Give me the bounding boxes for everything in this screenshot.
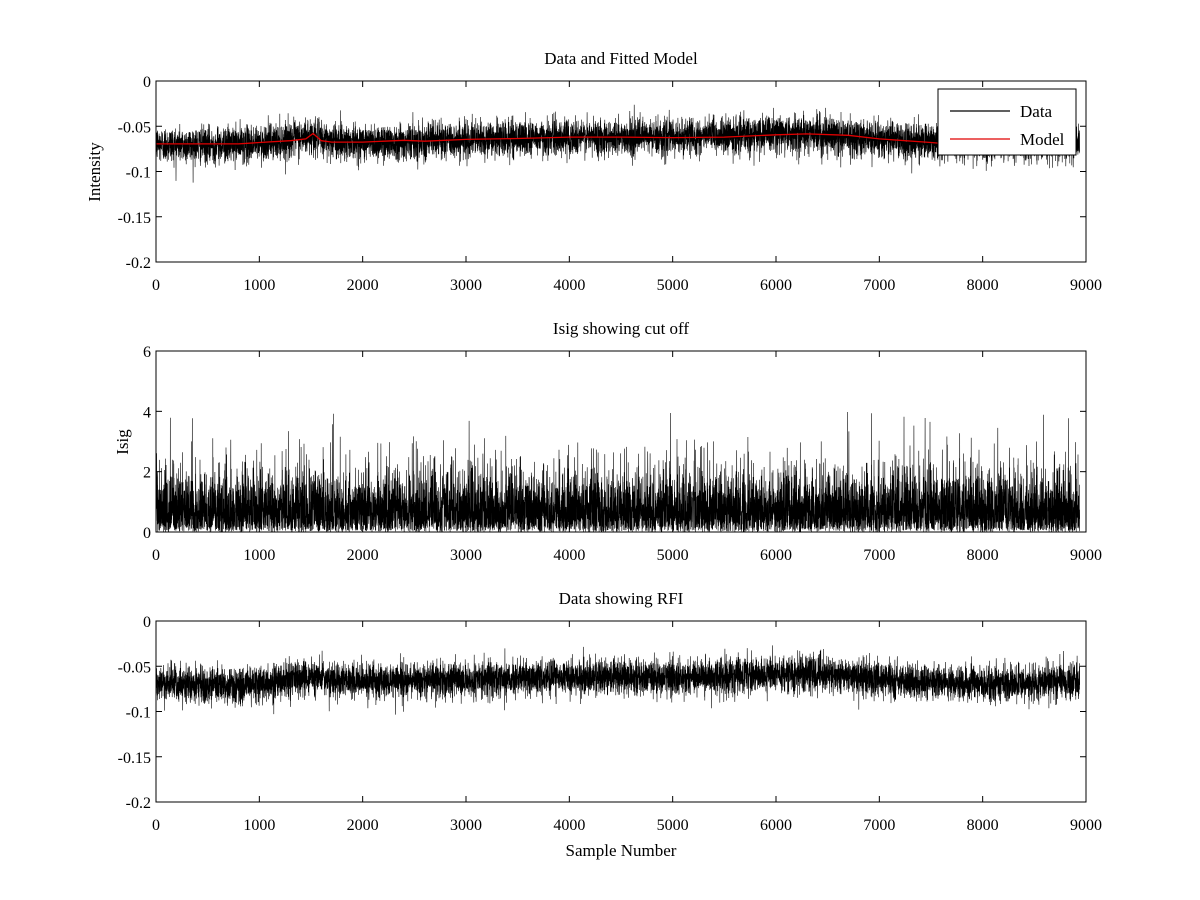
x-tick-label: 0 <box>152 817 160 834</box>
x-tick-label: 2000 <box>347 547 379 564</box>
x-tick-label: 3000 <box>450 277 482 294</box>
y-tick-label: 0 <box>143 525 151 542</box>
x-tick-label: 4000 <box>553 547 585 564</box>
y-axis-label: Isig <box>113 429 132 455</box>
x-tick-label: 9000 <box>1070 547 1102 564</box>
series-line-model <box>156 132 942 145</box>
panel-data-showing-rfi: Data showing RFI Sample Number 0 1000 2000… <box>118 589 1102 860</box>
y-axis-label: Intensity <box>85 142 104 202</box>
y-tick-label: -0.2 <box>126 255 151 272</box>
y-tick-label: -0.05 <box>118 119 151 136</box>
x-tick-label: 9000 <box>1070 817 1102 834</box>
legend-label: Model <box>1020 130 1065 149</box>
y-tick-label: -0.1 <box>126 705 151 722</box>
x-tick-label: 2000 <box>347 277 379 294</box>
series-line-data <box>156 645 1080 715</box>
y-tick-label: -0.15 <box>118 210 151 227</box>
x-tick-label: 1000 <box>243 277 275 294</box>
y-tick-label: 0 <box>143 614 151 631</box>
y-tick-label: -0.05 <box>118 659 151 676</box>
x-tick-label: 6000 <box>760 277 792 294</box>
x-tick-label: 1000 <box>243 817 275 834</box>
panel-title: Isig showing cut off <box>553 319 689 338</box>
x-tick-label: 2000 <box>347 817 379 834</box>
x-tick-label: 8000 <box>967 817 999 834</box>
x-tick-label: 5000 <box>657 817 689 834</box>
series-line-data <box>156 411 1080 532</box>
x-tick-label: 7000 <box>863 277 895 294</box>
axes-box <box>155 350 1087 533</box>
legend-label: Data <box>1020 102 1053 121</box>
x-tick-label: 0 <box>152 547 160 564</box>
y-tick-label: -0.2 <box>126 795 151 812</box>
panel-isig-showing-cut-off: Isig showing cut off Isig 0 1000 2000 3000 4… <box>113 319 1102 564</box>
y-tick-label: 0 <box>143 74 151 91</box>
x-tick-label: 7000 <box>863 817 895 834</box>
y-tick-label: 2 <box>143 465 151 482</box>
x-tick-label: 6000 <box>760 547 792 564</box>
x-tick-label: 5000 <box>657 547 689 564</box>
x-tick-label: 1000 <box>243 547 275 564</box>
y-tick-label: 6 <box>143 344 151 361</box>
x-tick-label: 4000 <box>553 277 585 294</box>
x-tick-label: 7000 <box>863 547 895 564</box>
x-tick-label: 8000 <box>967 277 999 294</box>
y-tick-label: 4 <box>143 404 151 421</box>
x-tick-label: 4000 <box>553 817 585 834</box>
legend-box <box>937 88 1077 156</box>
x-tick-label: 0 <box>152 277 160 294</box>
x-axis-label: Sample Number <box>566 841 677 860</box>
panel-title: Data and Fitted Model <box>544 49 698 68</box>
y-tick-label: -0.1 <box>126 165 151 182</box>
panel-title: Data showing RFI <box>559 589 684 608</box>
x-tick-label: 6000 <box>760 817 792 834</box>
x-tick-label: 3000 <box>450 547 482 564</box>
series-line-data <box>156 104 1080 183</box>
y-tick-label: -0.15 <box>118 750 151 767</box>
x-tick-label: 8000 <box>967 547 999 564</box>
x-tick-label: 3000 <box>450 817 482 834</box>
x-tick-label: 5000 <box>657 277 689 294</box>
x-tick-label: 9000 <box>1070 277 1102 294</box>
panel-data-and-fitted-model: Data and Fitted Model Intensity 0 1000 200… <box>85 49 1102 294</box>
